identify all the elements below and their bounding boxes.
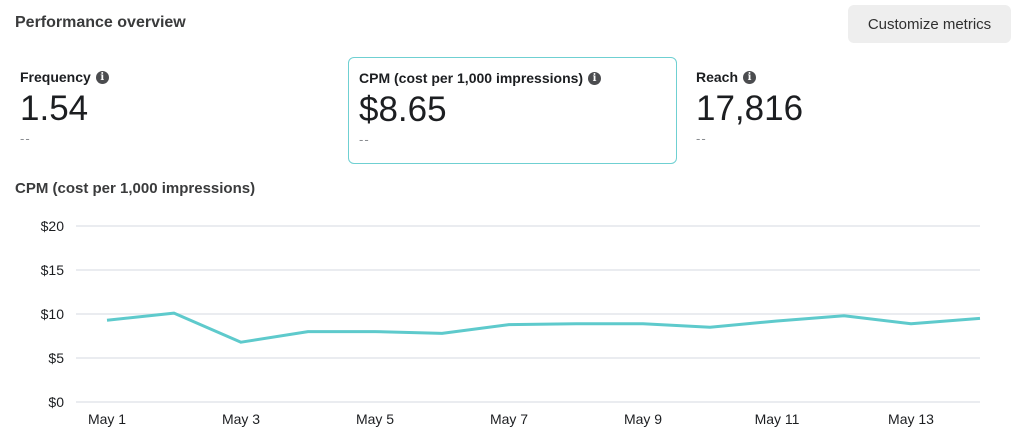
x-axis-labels: May 1 May 3 May 5 May 7 May 9 May 11 May 13: [88, 411, 934, 427]
info-icon[interactable]: i: [743, 70, 757, 84]
svg-text:May 1: May 1: [88, 411, 126, 427]
cpm-series-line: [106, 311, 981, 344]
svg-text:$5: $5: [48, 350, 64, 366]
svg-text:$10: $10: [41, 306, 65, 322]
svg-text:May 7: May 7: [490, 411, 528, 427]
metric-label: Reach: [696, 69, 739, 85]
metric-delta: --: [20, 131, 31, 146]
svg-text:$0: $0: [48, 394, 64, 410]
y-axis-labels: $0 $5 $10 $15 $20: [41, 218, 65, 410]
svg-text:May 13: May 13: [888, 411, 934, 427]
metric-delta: --: [696, 131, 707, 146]
metric-delta: --: [359, 132, 370, 147]
chart-title: CPM (cost per 1,000 impressions): [15, 180, 256, 197]
info-icon[interactable]: i: [588, 71, 602, 85]
metric-label: Frequency: [20, 69, 91, 85]
metric-value: 1.54: [20, 89, 89, 128]
chart-gridlines: [76, 225, 980, 403]
svg-text:$20: $20: [41, 218, 65, 234]
svg-text:$15: $15: [41, 262, 65, 278]
metric-card-reach[interactable]: Reach i 17,816 --: [686, 57, 1006, 164]
metric-value: 17,816: [696, 89, 804, 128]
info-icon[interactable]: i: [95, 70, 109, 84]
svg-text:May 5: May 5: [356, 411, 394, 427]
customize-metrics-button[interactable]: Customize metrics: [848, 5, 1011, 43]
page-title: Performance overview: [15, 14, 186, 31]
svg-text:May 3: May 3: [222, 411, 260, 427]
metric-value: $8.65: [359, 90, 447, 129]
svg-text:May 9: May 9: [624, 411, 662, 427]
metric-card-cpm[interactable]: CPM (cost per 1,000 impressions) i $8.65…: [348, 57, 677, 164]
metric-label: CPM (cost per 1,000 impressions): [359, 70, 584, 86]
svg-text:May 11: May 11: [755, 411, 800, 427]
metric-card-frequency[interactable]: Frequency i 1.54 --: [10, 57, 330, 164]
